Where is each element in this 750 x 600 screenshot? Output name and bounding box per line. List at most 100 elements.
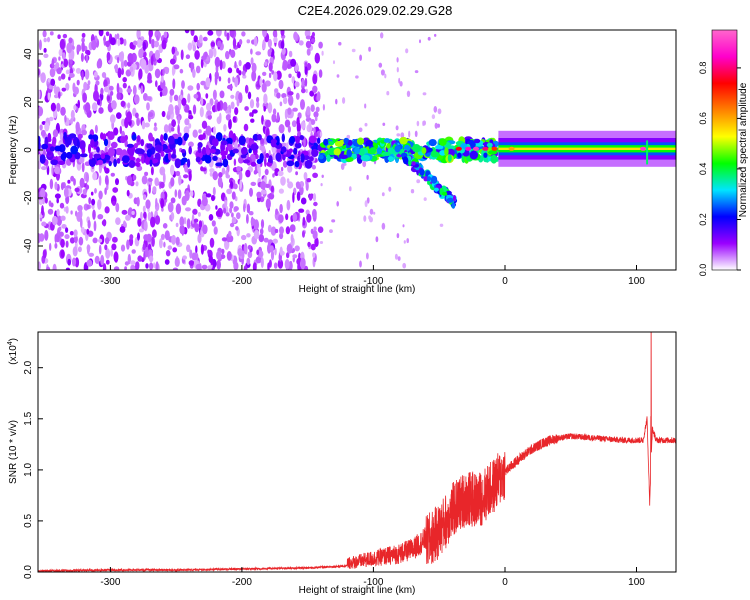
- noise-speck: [56, 67, 62, 75]
- noise-speck: [112, 187, 119, 193]
- noise-speck: [183, 126, 190, 135]
- noise-speck: [217, 176, 223, 188]
- band-blob: [70, 145, 79, 155]
- noise-speck: [239, 179, 242, 190]
- band-blob: [79, 140, 86, 150]
- noise-speck: [38, 199, 43, 206]
- noise-speck: [215, 210, 221, 217]
- noise-speck: [431, 114, 436, 120]
- noise-speck: [73, 86, 79, 95]
- snr-y-scale-prefix: (x10: [8, 345, 19, 365]
- band-blob: [115, 147, 123, 156]
- noise-speck: [231, 216, 237, 224]
- noise-speck: [154, 177, 159, 187]
- noise-speck: [227, 77, 231, 84]
- noise-speck: [201, 196, 208, 207]
- noise-speck: [410, 189, 415, 194]
- noise-speck: [190, 190, 194, 197]
- noise-speck: [238, 59, 242, 67]
- noise-speck: [41, 221, 47, 227]
- band-blob: [108, 160, 112, 167]
- branch-blob: [445, 190, 452, 196]
- noise-speck: [250, 118, 255, 123]
- noise-speck: [86, 244, 91, 252]
- noise-speck: [225, 212, 230, 217]
- noise-speck: [144, 122, 150, 128]
- noise-speck: [279, 226, 284, 235]
- band-blob: [195, 156, 201, 163]
- noise-speck: [63, 187, 69, 198]
- snr-plot-area: [38, 332, 676, 572]
- noise-speck: [103, 166, 107, 172]
- spectrogram-x-ticks: -300 -200 -100 0 100: [100, 265, 645, 287]
- noise-speck: [65, 69, 70, 75]
- noise-speck: [205, 125, 212, 136]
- noise-speck: [188, 110, 192, 115]
- noise-speck: [137, 217, 142, 227]
- band-blob: [116, 158, 121, 164]
- noise-speck: [105, 40, 110, 48]
- noise-speck: [206, 110, 212, 116]
- noise-speck: [46, 266, 51, 270]
- band-blob: [312, 145, 317, 150]
- band-blob: [369, 147, 377, 155]
- noise-speck: [92, 209, 96, 220]
- noise-speck: [308, 120, 312, 131]
- noise-speck: [82, 92, 87, 103]
- noise-speck: [256, 96, 260, 103]
- noise-speck: [153, 126, 158, 132]
- noise-speck: [277, 259, 284, 269]
- noise-speck: [69, 237, 75, 244]
- noise-speck: [246, 39, 251, 44]
- noise-speck: [184, 30, 190, 34]
- noise-speck: [175, 222, 179, 228]
- noise-speck: [58, 49, 63, 57]
- noise-speck: [159, 181, 165, 189]
- noise-speck: [49, 31, 54, 36]
- snr-x-tick-label: -200: [232, 577, 252, 588]
- noise-speck: [221, 248, 225, 255]
- noise-speck: [253, 36, 258, 47]
- noise-speck: [386, 91, 390, 96]
- branch-blob: [427, 176, 431, 182]
- noise-speck: [110, 90, 114, 96]
- noise-speck: [268, 192, 275, 200]
- noise-speck: [316, 91, 321, 102]
- noise-speck: [50, 202, 54, 208]
- noise-speck: [238, 70, 242, 76]
- band-blob: [294, 142, 302, 149]
- noise-speck: [241, 31, 246, 37]
- noise-speck: [298, 40, 304, 46]
- svg-text:(x104): (x104): [7, 338, 19, 365]
- noise-speck: [437, 123, 440, 128]
- band-blob: [47, 151, 52, 156]
- noise-speck: [98, 190, 103, 200]
- band-blob: [215, 162, 224, 167]
- noise-speck: [233, 206, 239, 212]
- noise-speck: [79, 177, 85, 188]
- noise-speck: [114, 63, 119, 74]
- noise-speck: [316, 130, 321, 138]
- noise-speck: [100, 132, 104, 140]
- band-blob: [334, 140, 344, 147]
- noise-speck: [86, 204, 90, 210]
- snr-y-tick-label: 0.5: [23, 514, 34, 528]
- noise-speck: [312, 208, 317, 219]
- noise-speck: [199, 106, 204, 118]
- band-blob: [137, 135, 141, 143]
- noise-speck: [129, 66, 134, 73]
- noise-speck: [302, 230, 305, 238]
- noise-speck: [129, 234, 134, 240]
- noise-speck: [274, 88, 279, 93]
- noise-speck: [64, 234, 70, 240]
- noise-speck: [51, 58, 55, 68]
- noise-speck: [47, 91, 51, 101]
- noise-speck: [86, 228, 90, 235]
- colorbar-tick-label: 0.6: [698, 112, 708, 125]
- noise-speck: [132, 174, 137, 181]
- noise-speck: [96, 60, 101, 69]
- noise-speck: [200, 58, 204, 69]
- band-blob: [149, 159, 153, 167]
- noise-speck: [287, 181, 294, 189]
- noise-speck: [307, 241, 311, 248]
